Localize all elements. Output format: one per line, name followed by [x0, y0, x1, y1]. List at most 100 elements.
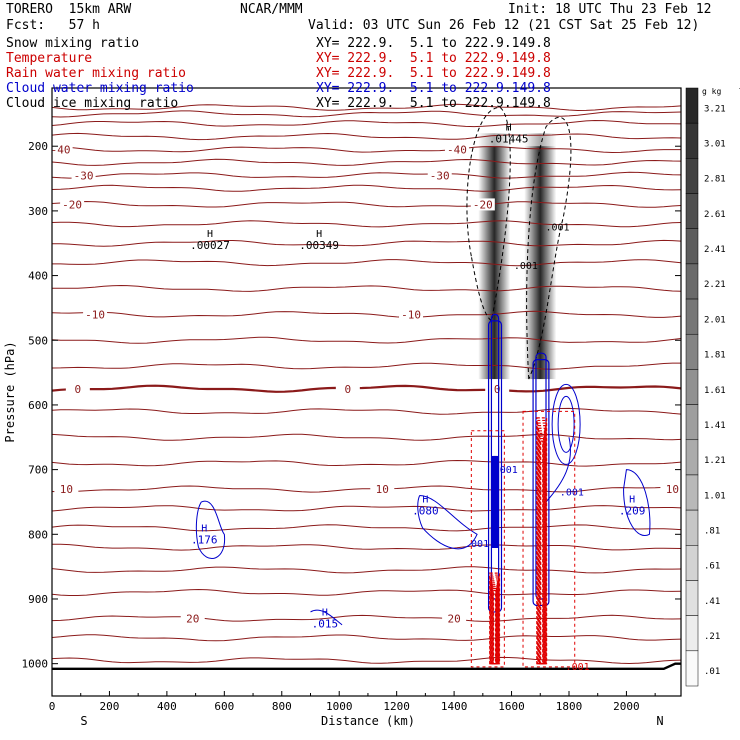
isotherm: [52, 184, 681, 192]
isotherm-label: -40: [51, 143, 71, 156]
max-value: .176: [191, 534, 218, 547]
isotherm: [52, 284, 681, 292]
rain-contour: [539, 435, 545, 665]
colorbar-swatch: [685, 263, 699, 300]
colorbar-label: 1.81: [704, 351, 726, 361]
colorbar-swatch: [685, 87, 699, 124]
colorbar-unit: g kg: [702, 87, 721, 96]
field-xy: XY= 222.9. 5.1 to 222.9.149.8: [316, 96, 551, 111]
rain-contour: [540, 440, 544, 665]
colorbar-swatch: [685, 545, 699, 581]
colorbar-swatch: [685, 580, 699, 616]
isotherm-label: -40: [447, 143, 467, 156]
isotherm: [52, 362, 681, 370]
isotherm: [52, 200, 681, 208]
isotherm: [52, 145, 681, 154]
isotherm: [52, 110, 681, 118]
cloud-water-contour: [623, 469, 651, 537]
cloud-water-contour: [310, 609, 343, 626]
isotherm-label: 20: [186, 612, 199, 625]
colorbar-swatch: [685, 333, 699, 370]
rain-contour: [522, 410, 576, 668]
max-marker: H: [207, 229, 213, 240]
colorbar-swatch: [685, 228, 699, 265]
colorbar-label: 1.21: [704, 456, 726, 466]
colorbar-swatch: [685, 193, 699, 229]
y-axis-label: Pressure (hPa): [3, 341, 17, 442]
isotherm-label: -20: [473, 198, 493, 211]
colorbar-label: 1.01: [704, 491, 726, 501]
colorbar-swatch: [685, 615, 699, 652]
ice-contour: [466, 106, 511, 322]
colorbar-swatch: [685, 439, 699, 476]
y-tick-label: 300: [28, 205, 48, 218]
cloud-water-contour: [195, 500, 225, 559]
isotherm: [52, 656, 681, 665]
cloud-water-contour: [417, 494, 478, 550]
max-marker: H: [322, 608, 328, 619]
y-tick-label: 700: [28, 464, 48, 477]
x-tick-label: 200: [100, 700, 120, 713]
x-tick-label: 1200: [383, 700, 410, 713]
colorbar-swatch: [685, 509, 699, 546]
isotherm: [52, 543, 681, 551]
org-label: NCAR/MMM: [240, 2, 303, 17]
valid-time: Valid: 03 UTC Sun 26 Feb 12 (21 CST Sat …: [308, 18, 700, 33]
isotherm-label-bg: [470, 198, 495, 211]
cloud-water-contour: [551, 383, 581, 465]
max-marker: H: [316, 229, 322, 240]
colorbar-swatch: [685, 404, 699, 441]
forecast-hour: Fcst: 57 h: [6, 18, 100, 33]
north-label: N: [656, 714, 663, 728]
isotherm: [52, 505, 681, 512]
init-time: Init: 18 UTC Thu 23 Feb 12: [508, 2, 712, 17]
contour-label: .001: [560, 487, 584, 498]
colorbar-unit-exponent: -1: [738, 85, 740, 92]
max-value: .01445: [489, 133, 529, 146]
plot-frame: [51, 87, 682, 697]
field-name: Snow mixing ratio: [6, 36, 140, 51]
colorbar-label: .61: [704, 562, 720, 572]
isotherm: [52, 132, 681, 141]
field-xy: XY= 222.9. 5.1 to 222.9.149.8: [316, 81, 551, 96]
isotherm-label-bg: [335, 382, 360, 395]
colorbar-swatch: [685, 158, 699, 194]
isotherm-label: 0: [345, 383, 352, 396]
isotherm: [52, 588, 681, 596]
isotherm: [52, 485, 681, 493]
isotherm-label: -10: [85, 308, 105, 321]
x-tick-label: 400: [157, 700, 177, 713]
cloud-water-contour: [557, 395, 575, 453]
max-marker: H: [422, 494, 428, 505]
cloud-water-contour: [545, 437, 571, 503]
isotherm-label: 10: [376, 483, 389, 496]
x-tick-label: 1600: [498, 700, 525, 713]
isotherm-label-bg: [444, 143, 469, 156]
rain-contour: [492, 589, 497, 665]
isotherm: [52, 220, 681, 228]
contour-label: .001: [545, 222, 569, 233]
isotherm: [52, 634, 681, 642]
isotherm-label: -20: [62, 198, 82, 211]
model-title: TORERO 15km ARW: [6, 2, 132, 17]
isotherm-label: 10: [60, 483, 73, 496]
x-tick-label: 800: [272, 700, 292, 713]
colorbar-label: .41: [704, 597, 720, 607]
colorbar-label: 2.41: [704, 245, 726, 255]
colorbar-label: .01: [704, 667, 720, 677]
colorbar-label: 2.01: [704, 315, 726, 325]
colorbar-label: 3.21: [704, 104, 726, 114]
contour-label: .001: [494, 465, 518, 476]
colorbar-swatch: [685, 369, 699, 405]
isotherm-label-bg: [54, 483, 79, 496]
ice-contour: [526, 116, 572, 380]
isotherm: [52, 171, 681, 179]
field-name: Cloud water mixing ratio: [6, 81, 194, 96]
y-tick-label: 500: [28, 334, 48, 347]
isotherm: [52, 336, 681, 344]
colorbar-swatch: [685, 474, 699, 511]
field-name: Cloud ice mixing ratio: [6, 96, 179, 111]
y-tick-label: 400: [28, 270, 48, 283]
isotherm: [52, 119, 681, 128]
